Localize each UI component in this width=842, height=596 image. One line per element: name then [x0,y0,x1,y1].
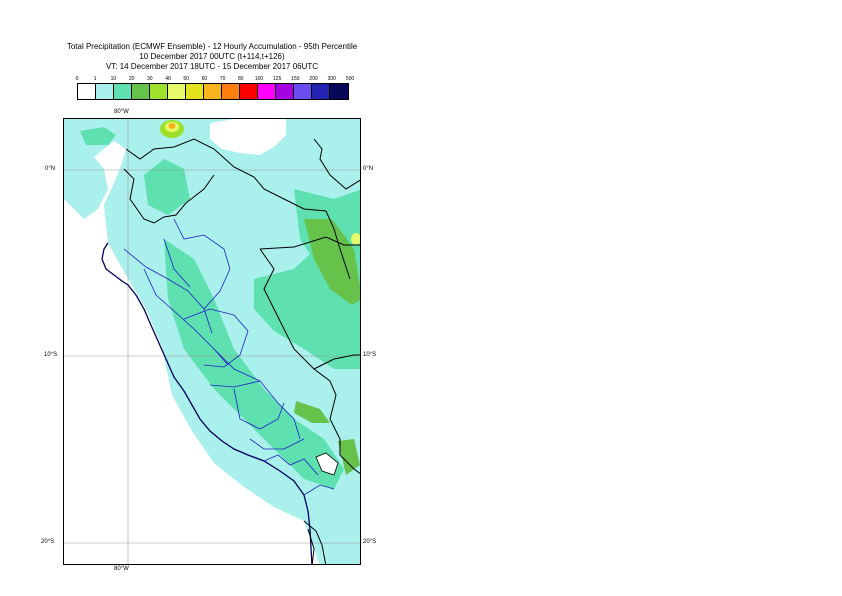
legend-swatch [258,84,276,99]
legend-swatch [96,84,114,99]
legend-swatch [330,84,348,99]
legend-swatch [240,84,258,99]
legend-swatch [114,84,132,99]
legend-swatch [150,84,168,99]
legend-tick-label: 125 [273,76,282,82]
precip-area-sea [64,157,108,219]
coastline [101,242,313,564]
lat-label-0-right: 0°N [363,166,374,172]
precip-area-10mm-topleft [80,127,116,145]
lake-titicaca [315,452,339,476]
legend-tick-label: 1 [93,76,97,82]
legend-swatch [168,84,186,99]
lon-label-top: 80°W [114,109,129,115]
precip-area-20mm-se [338,439,360,475]
precip-area-10mm-nw [144,159,190,215]
legend-swatch [312,84,330,99]
lat-label-20-right: 20°S [363,539,377,545]
legend-tick-label: 80 [238,76,244,82]
map-svg [64,119,360,564]
legend-tick-label: 300 [327,76,336,82]
title-line-3: VT: 14 December 2017 18UTC - 15 December… [105,62,319,71]
map-title: Total Precipitation (ECMWF Ensemble) - 1… [0,42,424,72]
legend-tick-label: 150 [291,76,300,82]
legend-tick-labels: 0 1 10 20 30 40 50 60 70 80 100 125 150 200 300 500 [70,76,360,85]
legend-tick-label: 50 [183,76,189,82]
legend-tick-label: 40 [165,76,171,82]
legend-tick-label: 60 [201,76,208,82]
lat-label-10-right: 10°S [363,352,377,358]
legend-swatch [132,84,150,99]
lat-label-0-left: 0°N [45,166,56,172]
precip-area-10mm-andes [164,239,344,489]
legend-tick-label: 0 [75,76,79,82]
precip-hotspot-inner [168,123,176,129]
legend-swatch [204,84,222,99]
legend-swatch [222,84,240,99]
precipitation-map [63,118,361,565]
dry-patch [210,119,286,155]
lon-label-bottom: 80°W [114,566,129,572]
legend-tick-label: 20 [128,76,135,82]
precipitation-legend [77,83,349,100]
country-borders [123,138,360,564]
legend-tick-label: 500 [345,76,355,82]
legend-tick-label: 70 [219,76,226,82]
title-line-1: Total Precipitation (ECMWF Ensemble) - 1… [66,42,358,51]
precip-hotspot-east [351,233,360,245]
legend-swatch [294,84,312,99]
lat-label-20-left: 20°S [41,539,55,545]
title-line-2: 10 December 2017 00UTC (t+114,t+126) [139,52,285,61]
legend-tick-label: 200 [309,76,318,82]
department-borders [123,218,335,496]
precip-area-20mm [304,219,360,305]
precip-area-20mm-south [294,401,330,423]
legend-tick-label: 30 [147,76,153,82]
legend-swatch [276,84,294,99]
lat-label-10-left: 10°S [44,352,58,358]
legend-tick-label: 100 [254,76,264,82]
legend-swatch [186,84,204,99]
legend-swatch [78,84,96,99]
legend-tick-label: 10 [110,76,117,82]
